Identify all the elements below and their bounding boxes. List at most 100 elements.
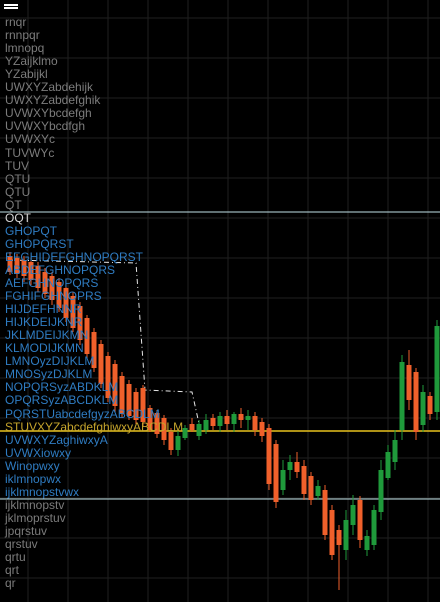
bull-candle	[392, 430, 398, 470]
profile-label: UVWXYc	[5, 132, 56, 147]
bear-candle	[42, 268, 48, 298]
bear-candle	[98, 340, 104, 388]
bear-candle	[105, 352, 111, 402]
bear-candle	[56, 278, 62, 312]
bear-candle	[259, 418, 265, 442]
bear-candle	[210, 414, 216, 430]
bear-candle	[35, 262, 41, 292]
bull-candle	[399, 355, 405, 440]
bull-candle	[315, 480, 321, 500]
bear-candle	[294, 452, 300, 478]
profile-label: FGHIFGHNOPRS	[5, 289, 102, 304]
profile-label: rnnpqr	[5, 28, 40, 43]
bear-candle	[427, 392, 433, 420]
bull-candle	[364, 530, 370, 556]
bull-candle	[343, 510, 349, 560]
profile-label: ijklmnopstv	[5, 497, 65, 512]
profile-label: iklmnopwx	[5, 471, 62, 486]
bull-candle	[371, 505, 377, 550]
profile-label: lmnopq	[5, 41, 45, 56]
profile-label: JKLMDEIJKMN	[5, 328, 89, 343]
profile-label: PQRSTUabcdefgyzABCDLM	[5, 406, 160, 421]
bear-candle	[266, 424, 272, 490]
profile-label: QTU	[5, 184, 31, 199]
bear-candle	[336, 525, 342, 590]
bear-candle	[112, 360, 118, 412]
bear-candle	[322, 485, 328, 540]
bear-candle	[77, 302, 83, 345]
profile-label: HIJKDEIJKNR	[5, 315, 83, 330]
bear-candle	[406, 350, 412, 410]
bear-candle	[91, 328, 97, 372]
bull-candle	[378, 460, 384, 520]
profile-label: UWXYZabdehijk	[5, 80, 94, 95]
profile-label: KLMODIJKMN	[5, 341, 84, 356]
candlestick-series	[7, 252, 440, 590]
profile-label: qrtu	[5, 550, 26, 565]
bear-candle	[63, 284, 69, 322]
profile-label: UVWXiowxy	[5, 445, 72, 460]
bull-candle	[280, 460, 286, 495]
profile-label: AEFGHNOPQRS	[5, 276, 99, 290]
bear-candle	[224, 410, 230, 430]
profile-label: TUV	[5, 158, 29, 173]
bear-candle	[168, 428, 174, 455]
bull-candle	[287, 455, 293, 480]
bull-candle	[175, 430, 181, 456]
bull-candle	[434, 320, 440, 420]
bear-candle	[140, 385, 146, 426]
profile-label: UWXYZabdefghik	[5, 93, 101, 108]
bear-candle	[147, 405, 153, 432]
menu-icon[interactable]	[4, 4, 18, 13]
bear-candle	[7, 252, 13, 275]
bear-candle	[28, 258, 34, 285]
profile-label: NOPQRSyzABDKLM	[5, 380, 119, 395]
bear-candle	[119, 372, 125, 418]
profile-label: UVWXYbcdfgh	[5, 119, 86, 134]
profile-label: MNOSyzDJKLM	[5, 367, 93, 382]
profile-label: TUVWYc	[5, 145, 55, 160]
profile-label: YZabijkl	[5, 67, 48, 82]
profile-label: QT	[5, 197, 22, 212]
profile-label: jklmoprstuv	[5, 510, 66, 525]
bear-candle	[133, 388, 139, 424]
bear-candle	[301, 460, 307, 500]
bear-candle	[70, 292, 76, 332]
bear-candle	[84, 315, 90, 358]
bear-candle	[273, 440, 279, 508]
profile-label: OQT	[5, 210, 31, 225]
bear-candle	[308, 472, 314, 505]
bear-candle	[161, 415, 167, 445]
profile-label: ijklmnopstvwx	[5, 484, 80, 499]
bear-candle	[413, 368, 419, 440]
bull-candle	[245, 410, 251, 430]
profile-label: QTU	[5, 171, 31, 186]
bear-candle	[154, 410, 160, 438]
bull-candle	[217, 412, 223, 432]
bull-candle	[182, 425, 188, 440]
profile-label: EFGHIDEFGHNOPQRST	[5, 249, 144, 264]
profile-label: STUVXYZabcdefghiwxyABCDLM	[5, 419, 184, 434]
profile-label: rnqr	[5, 15, 27, 29]
bear-candle	[14, 254, 20, 278]
bear-candle	[238, 408, 244, 428]
bear-candle	[189, 418, 195, 432]
bear-candle	[21, 256, 27, 282]
bear-candle	[126, 380, 132, 420]
profile-label: qr	[5, 576, 16, 591]
bull-candle	[196, 420, 202, 440]
profile-label: jpqrstuv	[5, 523, 48, 538]
profile-label: GHOPQT	[5, 223, 58, 238]
profile-label: Winopwxy	[5, 458, 60, 473]
profile-label: qrt	[5, 563, 20, 578]
profile-label: YZaijklmo	[5, 54, 58, 69]
profile-label: UVWXYZaghiwxyA	[5, 432, 108, 447]
bear-candle	[357, 496, 363, 548]
profile-label: ABDEFGHNOPQRS	[5, 262, 116, 277]
bear-candle	[49, 272, 55, 305]
profile-label: HIJDEFHNNR	[5, 302, 82, 317]
bull-candle	[203, 414, 209, 434]
bear-candle	[252, 412, 258, 436]
bull-candle	[350, 495, 356, 535]
